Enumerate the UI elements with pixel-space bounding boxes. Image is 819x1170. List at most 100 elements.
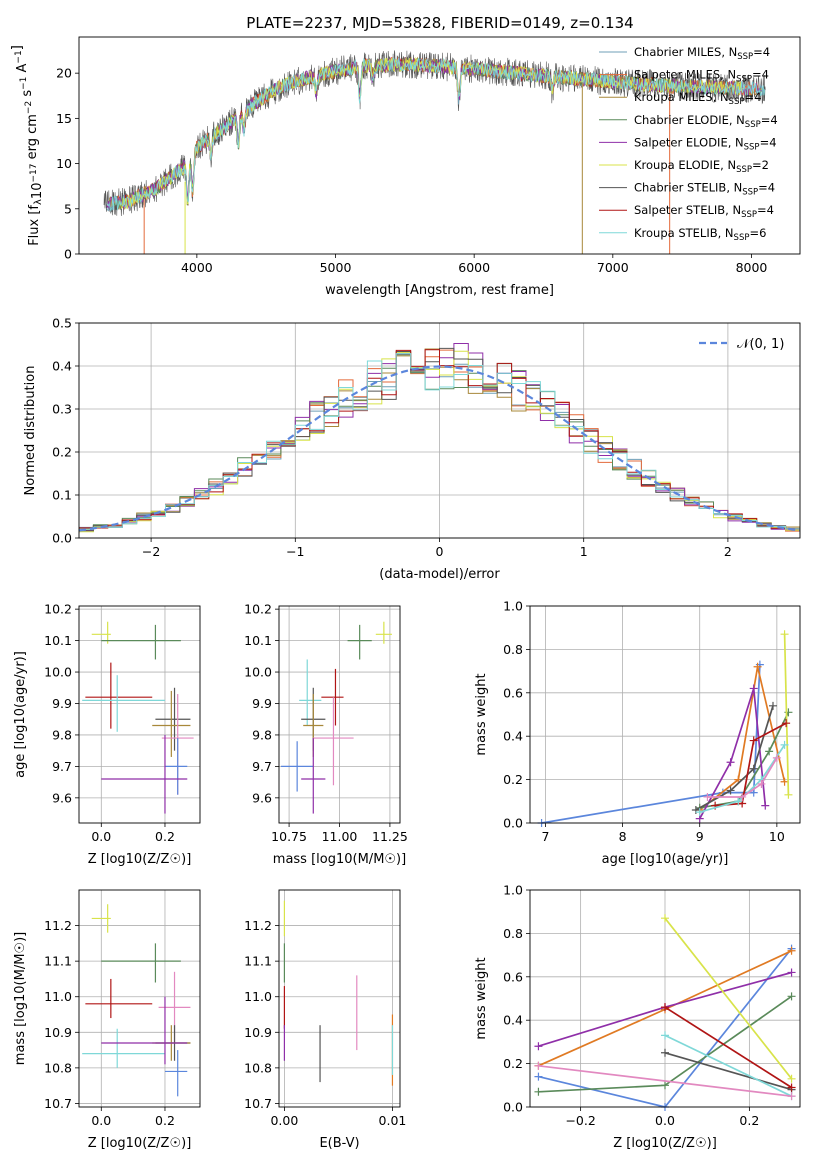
error-bar-point [301,738,326,814]
weight-line [664,1006,793,1089]
y-axis-label: Normed distribution [23,366,38,496]
spectrum-lines [103,50,766,254]
x-tick-label: 0.0 [655,1113,675,1128]
weight-line [664,1051,792,1091]
y-tick-label: 11.2 [244,918,272,933]
x-axis-label: E(B-V) [319,1136,359,1151]
x-axis-label: Z [log10(Z/Z☉)] [613,1136,717,1151]
weight-marker [534,1072,543,1081]
weight-marker [753,662,762,671]
axes-frame [78,36,801,255]
x-tick-label: 11.00 [322,829,358,844]
axes-frame [78,322,801,539]
weight-marker [691,805,700,814]
weight-lines [534,914,796,1111]
legend-label: Kroupa MILES, NSSP=4 [634,90,761,107]
weight-marker [787,1092,796,1101]
y-tick-label: 9.9 [252,696,272,711]
legend-label: 𝒩(0, 1) [737,337,784,352]
x-tick-label: 8 [619,829,627,844]
x-axis-label: wavelength [Angstrom, rest frame] [325,283,554,298]
y-tick-label: 0.1 [52,488,72,503]
x-axis-label: mass [log10(M/M☉)] [273,852,406,867]
x-tick-label: 9 [696,829,704,844]
y-tick-label: 9.7 [52,759,72,774]
histograms [79,343,800,535]
error-bar-point [155,687,191,751]
legend-label: Salpeter STELIB, NSSP=4 [634,203,774,220]
y-tick-label: 0.8 [503,642,523,657]
y-tick-label: 11.1 [44,954,72,969]
error-bar-point [299,659,322,726]
error-bar-point [85,978,153,1019]
panel-mass-weight-vs-z: −0.2 0.0 0.2 0.0 0.2 0.4 0.6 0.8 1.0 Z [log10(Z/Z… [474,883,801,1151]
x-axis-label: age [log10(age/yr)] [602,852,729,867]
error-points [82,621,194,814]
y-tick-label: 9.8 [52,727,72,742]
x-tick-label: 5000 [320,260,352,275]
y-tick-label: 10.0 [244,665,272,680]
legend-label: Kroupa ELODIE, NSSP=2 [634,158,769,175]
panel-mass-vs-ebv: 0.00 0.01 10.7 10.8 10.9 11.0 11.1 11.2 E(B-V) [244,889,407,1151]
weight-line [695,705,774,811]
error-bar-point [101,624,181,660]
error-points [283,900,394,1086]
legend-label: Salpeter MILES, NSSP=4 [634,68,769,85]
x-tick-label: 0.01 [379,1113,407,1128]
weight-marker [761,801,770,810]
error-bar-point [281,741,314,792]
weight-line [664,1034,792,1097]
weight-marker [661,1031,669,1040]
weight-marker [757,779,766,788]
weight-marker [534,1042,543,1051]
y-tick-label: 10.8 [44,1060,72,1075]
weight-marker [661,1081,669,1090]
y-axis-label: age [log10(age/yr)] [13,651,28,778]
histogram-kroupa-stelib [79,353,800,533]
weight-marker [787,946,796,955]
y-tick-label: 10.9 [244,1025,272,1040]
weight-marker [787,968,796,977]
weight-marker [780,630,789,639]
panel-age-vs-z: 0.0 0.2 9.6 9.7 9.8 9.9 10.0 10.1 10.2 Z [log10(Z… [13,602,201,867]
weight-marker [749,684,758,693]
x-axis-label: Z [log10(Z/Z☉)] [88,1136,192,1151]
axes-frame [78,889,201,1108]
y-axis-label: mass [log10(M/M☉)] [13,932,28,1065]
y-tick-label: 0.0 [503,1100,523,1115]
x-tick-label: 0.0 [91,829,111,844]
error-bar-point [82,675,165,732]
y-tick-label: 5 [64,201,72,216]
y-tick-label: 0.6 [503,685,523,700]
x-tick-label: 7000 [597,260,629,275]
weight-marker [661,1048,669,1057]
weight-marker [784,790,793,799]
error-bar-point [313,697,354,786]
legend-label: Chabrier MILES, NSSP=4 [634,45,770,62]
error-bar-point [85,662,153,729]
y-tick-label: 9.9 [52,696,72,711]
x-tick-label: 0.00 [270,1113,298,1128]
figure-title: PLATE=2237, MJD=53828, FIBERID=0149, z=0… [246,14,633,32]
weight-lines [537,630,793,827]
legend-label: Salpeter ELODIE, NSSP=4 [634,135,777,152]
legend-label: Kroupa STELIB, NSSP=6 [634,226,766,243]
weight-line [699,666,786,811]
y-tick-label: 0.4 [52,359,72,374]
x-tick-label: −2 [142,544,160,559]
y-tick-label: 0.8 [503,926,523,941]
weight-marker [734,797,743,806]
legend-label: Chabrier STELIB, NSSP=4 [634,181,775,198]
weight-marker [772,753,781,762]
weight-marker [661,1003,669,1012]
x-tick-label: 0.2 [155,829,175,844]
y-tick-label: 9.6 [52,790,72,805]
y-tick-label: 11.2 [44,918,72,933]
y-tick-label: 0.5 [52,316,72,331]
panel-mass-vs-z: 0.0 0.2 10.7 10.8 10.9 11.0 11.1 11.2 Z [log10(Z… [13,889,201,1151]
y-tick-label: 0.6 [503,969,523,984]
weight-marker [780,777,789,786]
legend-label: Chabrier ELODIE, NSSP=4 [634,113,778,130]
y-tick-label: 11.0 [244,989,272,1004]
